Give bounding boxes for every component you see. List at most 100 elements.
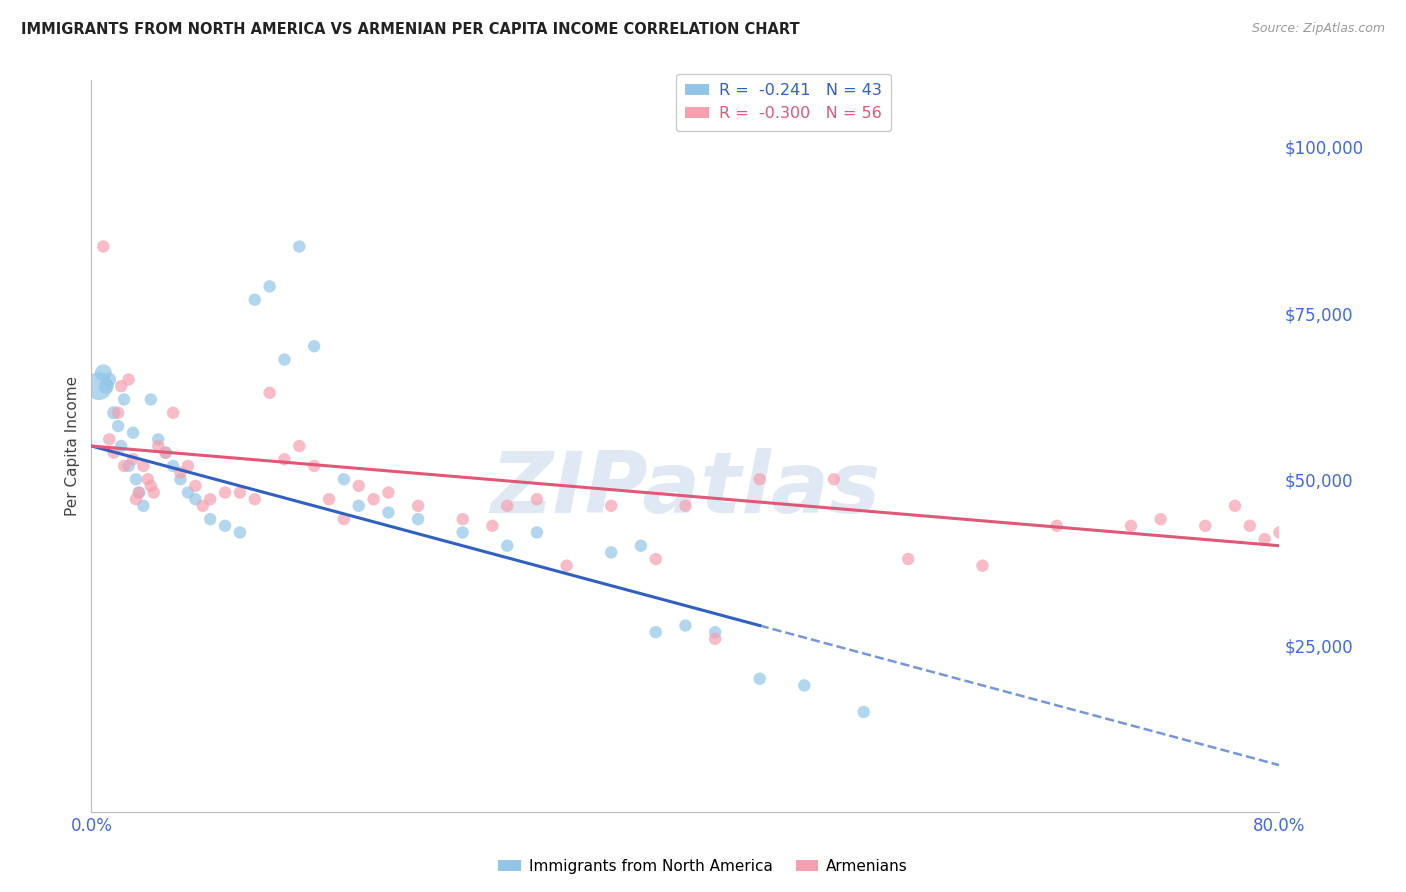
Point	[793, 678, 815, 692]
Point	[451, 512, 474, 526]
Point	[273, 452, 295, 467]
Point	[91, 366, 114, 380]
Point	[972, 558, 994, 573]
Point	[526, 525, 548, 540]
Point	[243, 492, 266, 507]
Point	[526, 492, 548, 507]
Point	[347, 479, 370, 493]
Point	[644, 552, 666, 566]
Point	[184, 479, 207, 493]
Point	[98, 433, 121, 447]
Text: Source: ZipAtlas.com: Source: ZipAtlas.com	[1251, 22, 1385, 36]
Point	[1239, 518, 1261, 533]
Point	[148, 433, 170, 447]
Point	[600, 545, 623, 559]
Point	[288, 439, 311, 453]
Point	[1223, 499, 1246, 513]
Point	[333, 512, 356, 526]
Point	[1253, 532, 1275, 546]
Y-axis label: Per Capita Income: Per Capita Income	[65, 376, 80, 516]
Point	[191, 499, 214, 513]
Point	[169, 466, 191, 480]
Point	[600, 499, 623, 513]
Point	[451, 525, 474, 540]
Point	[91, 239, 114, 253]
Point	[214, 518, 236, 533]
Point	[122, 425, 145, 440]
Point	[673, 499, 696, 513]
Point	[117, 372, 139, 386]
Point	[132, 499, 155, 513]
Point	[162, 458, 184, 473]
Point	[132, 458, 155, 473]
Point	[107, 406, 129, 420]
Point	[496, 539, 519, 553]
Point	[673, 618, 696, 632]
Point	[117, 458, 139, 473]
Point	[377, 506, 399, 520]
Point	[704, 632, 727, 646]
Point	[103, 406, 125, 420]
Point	[162, 406, 184, 420]
Point	[748, 472, 770, 486]
Point	[333, 472, 356, 486]
Point	[363, 492, 385, 507]
Point	[110, 379, 132, 393]
Point	[177, 458, 200, 473]
Point	[107, 419, 129, 434]
Point	[302, 458, 325, 473]
Point	[406, 512, 429, 526]
Point	[155, 445, 177, 459]
Point	[1119, 518, 1142, 533]
Point	[200, 512, 222, 526]
Point	[142, 485, 165, 500]
Point	[243, 293, 266, 307]
Point	[177, 485, 200, 500]
Point	[852, 705, 875, 719]
Point	[259, 279, 281, 293]
Point	[897, 552, 920, 566]
Point	[1149, 512, 1171, 526]
Point	[200, 492, 222, 507]
Point	[377, 485, 399, 500]
Point	[823, 472, 845, 486]
Point	[122, 452, 145, 467]
Point	[302, 339, 325, 353]
Point	[96, 379, 118, 393]
Legend: R =  -0.241   N = 43, R =  -0.300   N = 56: R = -0.241 N = 43, R = -0.300 N = 56	[676, 74, 891, 131]
Point	[259, 385, 281, 400]
Point	[139, 392, 162, 407]
Point	[1268, 525, 1291, 540]
Point	[110, 439, 132, 453]
Point	[273, 352, 295, 367]
Point	[704, 625, 727, 640]
Point	[125, 472, 148, 486]
Point	[169, 472, 191, 486]
Point	[136, 472, 159, 486]
Point	[87, 379, 110, 393]
Legend: Immigrants from North America, Armenians: Immigrants from North America, Armenians	[492, 853, 914, 880]
Point	[229, 485, 252, 500]
Point	[214, 485, 236, 500]
Point	[148, 439, 170, 453]
Text: IMMIGRANTS FROM NORTH AMERICA VS ARMENIAN PER CAPITA INCOME CORRELATION CHART: IMMIGRANTS FROM NORTH AMERICA VS ARMENIA…	[21, 22, 800, 37]
Point	[112, 458, 135, 473]
Point	[1046, 518, 1069, 533]
Point	[748, 672, 770, 686]
Point	[112, 392, 135, 407]
Point	[347, 499, 370, 513]
Point	[128, 485, 150, 500]
Point	[1194, 518, 1216, 533]
Point	[184, 492, 207, 507]
Point	[630, 539, 652, 553]
Point	[555, 558, 578, 573]
Point	[288, 239, 311, 253]
Point	[103, 445, 125, 459]
Point	[644, 625, 666, 640]
Point	[125, 492, 148, 507]
Point	[128, 485, 150, 500]
Point	[318, 492, 340, 507]
Point	[139, 479, 162, 493]
Point	[481, 518, 503, 533]
Point	[496, 499, 519, 513]
